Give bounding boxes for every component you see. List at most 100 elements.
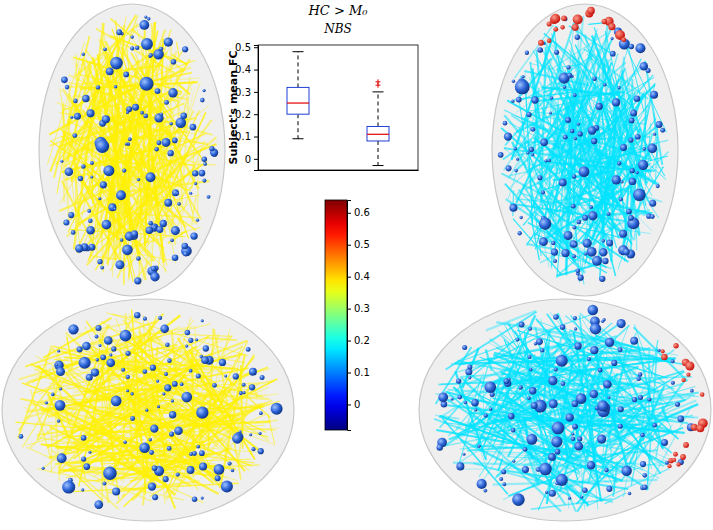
node xyxy=(508,413,515,420)
fc-edge xyxy=(110,19,132,37)
node xyxy=(667,464,671,468)
node xyxy=(677,415,684,422)
colorbar-tick-mark xyxy=(347,341,351,342)
node xyxy=(185,330,191,336)
node xyxy=(249,433,252,436)
whisker-cap xyxy=(373,91,384,92)
fc-edge xyxy=(172,331,176,378)
node xyxy=(612,98,620,106)
node xyxy=(468,376,471,379)
node xyxy=(530,127,535,132)
colorbar-tick-label: 0.4 xyxy=(354,271,370,282)
node xyxy=(130,35,134,39)
node xyxy=(168,88,177,97)
node xyxy=(192,497,197,502)
node xyxy=(656,121,663,128)
node xyxy=(564,231,573,240)
y-tick-mark xyxy=(254,114,258,115)
node xyxy=(187,466,195,474)
node xyxy=(508,377,511,380)
node xyxy=(620,144,627,151)
node xyxy=(148,482,156,490)
node xyxy=(167,150,173,156)
node xyxy=(571,432,574,435)
node xyxy=(567,73,572,78)
node xyxy=(660,128,665,133)
node xyxy=(149,450,154,455)
fc-edge xyxy=(530,89,577,215)
fc-edge xyxy=(636,234,637,251)
node xyxy=(502,482,506,486)
fc-edge xyxy=(197,159,199,213)
node xyxy=(139,442,150,453)
node xyxy=(189,369,193,373)
node xyxy=(171,399,174,402)
node xyxy=(540,138,548,146)
node xyxy=(128,137,132,141)
node xyxy=(126,389,129,392)
node xyxy=(587,305,598,316)
node xyxy=(96,358,100,362)
node xyxy=(612,175,621,184)
node xyxy=(239,430,242,433)
node xyxy=(527,396,531,400)
node xyxy=(102,220,112,230)
colorbar-tick-mark xyxy=(347,373,351,374)
node xyxy=(158,316,162,320)
node xyxy=(661,354,667,360)
colorbar-tick-mark xyxy=(347,245,351,246)
y-tick-mark xyxy=(254,47,258,48)
colorbar-ramp xyxy=(325,200,347,430)
node xyxy=(170,239,174,243)
fc-edge xyxy=(462,348,478,388)
node xyxy=(146,226,154,234)
node xyxy=(97,259,102,264)
fc-edge xyxy=(526,145,588,246)
node xyxy=(131,230,138,237)
node xyxy=(149,53,153,57)
fc-edge xyxy=(163,78,199,82)
node xyxy=(87,209,91,213)
node xyxy=(591,138,597,144)
fc-edge xyxy=(126,227,200,248)
fc-edge xyxy=(451,312,598,364)
node xyxy=(185,344,188,347)
node xyxy=(214,464,225,475)
node xyxy=(190,232,197,239)
node xyxy=(148,221,153,226)
node xyxy=(565,117,571,123)
subtitle: NBS xyxy=(323,22,352,36)
node xyxy=(621,466,631,476)
fc-edge xyxy=(589,328,669,406)
node xyxy=(601,239,605,243)
node xyxy=(199,462,207,470)
y-tick-mark xyxy=(254,70,258,71)
node xyxy=(157,226,164,233)
x-axis-line xyxy=(259,170,419,171)
node xyxy=(523,447,528,452)
node xyxy=(608,23,615,30)
node xyxy=(164,384,171,391)
node xyxy=(74,113,81,120)
node xyxy=(629,118,635,124)
node xyxy=(636,171,639,174)
node xyxy=(109,353,112,356)
whisker xyxy=(378,141,379,166)
node xyxy=(690,389,694,393)
node xyxy=(171,226,180,235)
node xyxy=(574,442,583,451)
fc-edge xyxy=(90,147,108,258)
fc-edge xyxy=(94,176,150,179)
y-tick-mark xyxy=(254,159,258,160)
fc-edge xyxy=(502,412,566,504)
brain-panel xyxy=(492,4,678,296)
fc-edge xyxy=(510,204,624,221)
node xyxy=(111,396,122,407)
fc-edge xyxy=(37,365,175,495)
node xyxy=(73,99,78,104)
node xyxy=(544,159,547,162)
node xyxy=(152,225,156,229)
node xyxy=(565,413,573,421)
colorbar-axis: 00.10.20.30.40.50.6 xyxy=(347,201,370,431)
median xyxy=(367,134,389,135)
